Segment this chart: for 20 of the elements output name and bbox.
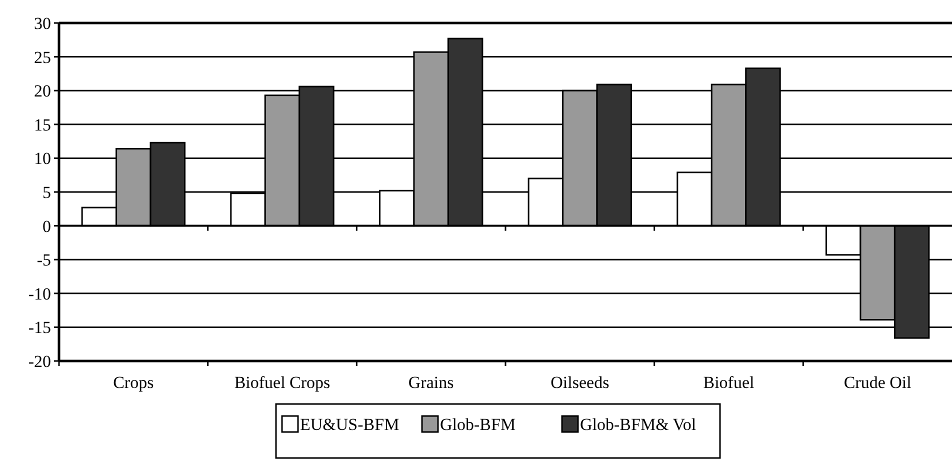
y-tick-label: 0 xyxy=(42,216,51,236)
legend-label: Glob-BFM xyxy=(440,415,516,434)
x-tick-label: Crops xyxy=(113,373,154,392)
y-tick-label: 15 xyxy=(34,115,51,134)
y-tick-label: 5 xyxy=(42,182,51,202)
y-tick-label: 25 xyxy=(34,48,51,67)
y-tick-label: -15 xyxy=(28,318,51,338)
y-tick-label: -5 xyxy=(36,250,51,270)
y-tick-label: -10 xyxy=(28,284,51,304)
y-tick-label: 20 xyxy=(34,82,51,101)
x-tick-label: Grains xyxy=(408,373,454,392)
y-tick-label: 10 xyxy=(34,149,51,168)
x-tick-label: Oilseeds xyxy=(550,373,610,392)
x-tick-label: Crude Oil xyxy=(844,373,912,392)
x-tick-label: Biofuel xyxy=(703,373,755,392)
x-tick-label: Biofuel Crops xyxy=(234,373,330,392)
legend-label: Glob-BFM& Vol xyxy=(580,415,696,434)
legend-label: EU&US-BFM xyxy=(300,415,400,434)
y-tick-label: -20 xyxy=(28,352,51,371)
y-tick-label: 30 xyxy=(34,14,51,33)
